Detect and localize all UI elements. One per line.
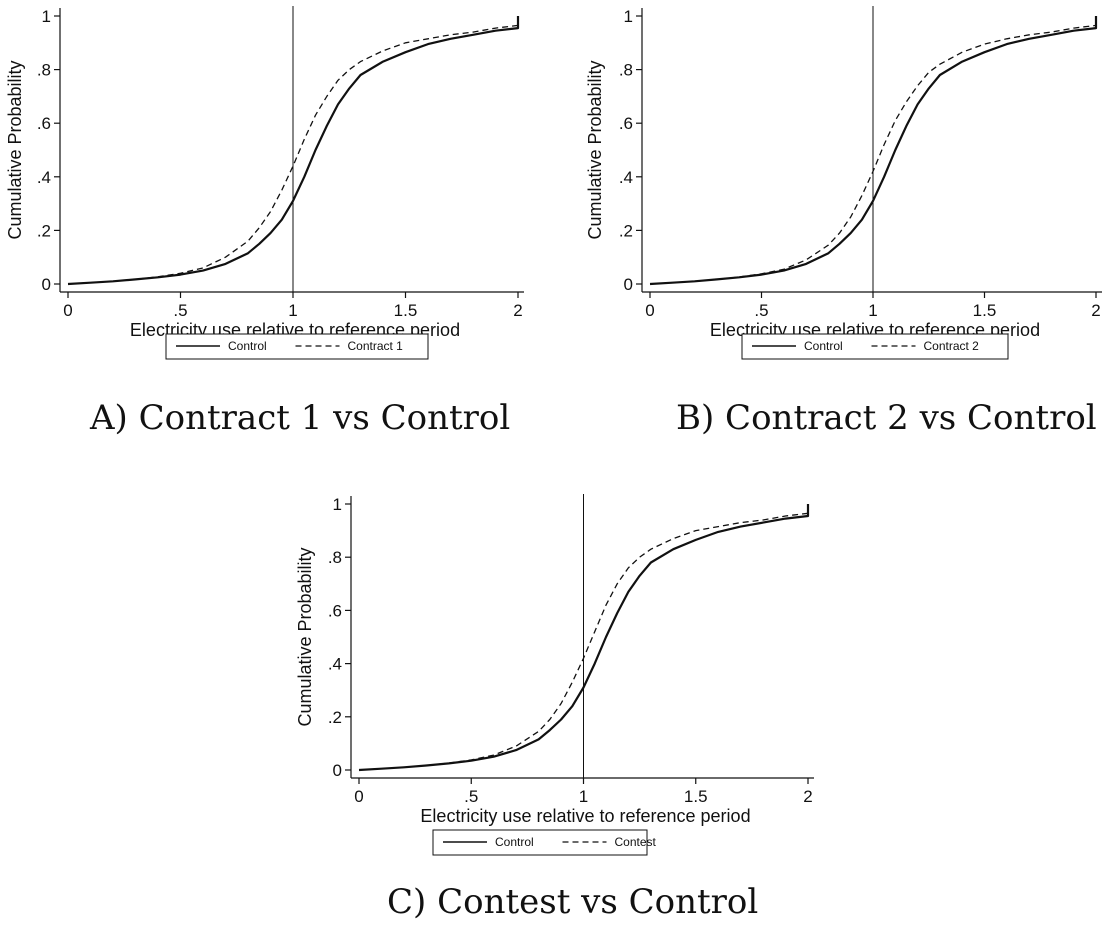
legend: Control Contract 1 xyxy=(165,333,429,360)
chart-panel-c: 0 .2 .4 .6 .8 1 0 .5 1 1.5 2 Electricity use relati… xyxy=(290,488,830,868)
series-line-control xyxy=(67,16,520,286)
y-axis-title: Cumulative Probability xyxy=(585,60,605,239)
y-tick-label: 1 xyxy=(42,7,51,26)
x-tick-label: 2 xyxy=(513,301,522,320)
y-tick-label: .2 xyxy=(37,221,51,240)
series-line-contract-2 xyxy=(649,16,1097,285)
y-tick-label: .2 xyxy=(328,708,342,727)
x-tick-label: 1 xyxy=(579,787,588,806)
caption-b: B) Contract 2 vs Control xyxy=(676,398,1097,438)
y-tick-label: .2 xyxy=(619,221,633,240)
series-line-control xyxy=(649,16,1098,286)
x-tick-label: 2 xyxy=(803,787,812,806)
x-tick-label: .5 xyxy=(464,787,478,806)
legend: Control Contract 2 xyxy=(741,333,1009,360)
y-tick-label: .8 xyxy=(37,61,51,80)
legend-label: Control xyxy=(495,835,534,849)
y-tick-label: 0 xyxy=(42,275,51,294)
x-tick-label: 1 xyxy=(288,301,297,320)
y-tick-label: .8 xyxy=(619,61,633,80)
y-tick-label: .6 xyxy=(328,601,342,620)
x-tick-label: 0 xyxy=(645,301,654,320)
y-axis-title: Cumulative Probability xyxy=(5,60,25,239)
y-tick-label: .4 xyxy=(619,168,633,187)
y-tick-label: .6 xyxy=(619,114,633,133)
x-tick-label: 0 xyxy=(63,301,72,320)
legend-label: Contract 1 xyxy=(348,339,404,353)
legend-label: Contest xyxy=(615,835,657,849)
y-tick-label: 1 xyxy=(624,7,633,26)
y-axis-title: Cumulative Probability xyxy=(295,547,315,726)
x-axis-title: Electricity use relative to reference pe… xyxy=(420,806,750,826)
y-tick-label: .4 xyxy=(37,168,51,187)
series-line-contest xyxy=(358,504,809,771)
caption-c: C) Contest vs Control xyxy=(387,882,759,922)
y-tick-label: 0 xyxy=(624,275,633,294)
y-tick-label: 1 xyxy=(333,495,342,514)
x-tick-label: 1.5 xyxy=(684,787,708,806)
series-line-contract-1 xyxy=(67,16,519,285)
cdf-chart-c: 0 .2 .4 .6 .8 1 0 .5 1 1.5 2 Electricity use relati… xyxy=(295,494,814,856)
legend-label: Control xyxy=(228,339,267,353)
y-tick-label: .8 xyxy=(328,548,342,567)
chart-panel-b: 0.2.4.6.8 1 0.5 1 1.5 2 Electricity use relati… xyxy=(580,0,1104,380)
y-tick-label: 0 xyxy=(333,761,342,780)
x-tick-label: .5 xyxy=(173,301,187,320)
legend-label: Control xyxy=(804,339,843,353)
chart-panel-a: 0.2.4.6.8 1 0.5 1 1.5 2 Electricity use relati… xyxy=(0,0,540,380)
y-tick-label: .6 xyxy=(37,114,51,133)
legend: Control Contest xyxy=(432,829,657,856)
x-tick-label: 1 xyxy=(868,301,877,320)
x-tick-label: .5 xyxy=(754,301,768,320)
series-line-control xyxy=(358,504,810,772)
x-tick-label: 0 xyxy=(354,787,363,806)
x-tick-label: 1.5 xyxy=(973,301,997,320)
legend-label: Contract 2 xyxy=(924,339,980,353)
y-tick-label: .4 xyxy=(328,655,342,674)
caption-a: A) Contract 1 vs Control xyxy=(90,398,511,438)
x-tick-label: 1.5 xyxy=(394,301,418,320)
x-tick-label: 2 xyxy=(1091,301,1100,320)
